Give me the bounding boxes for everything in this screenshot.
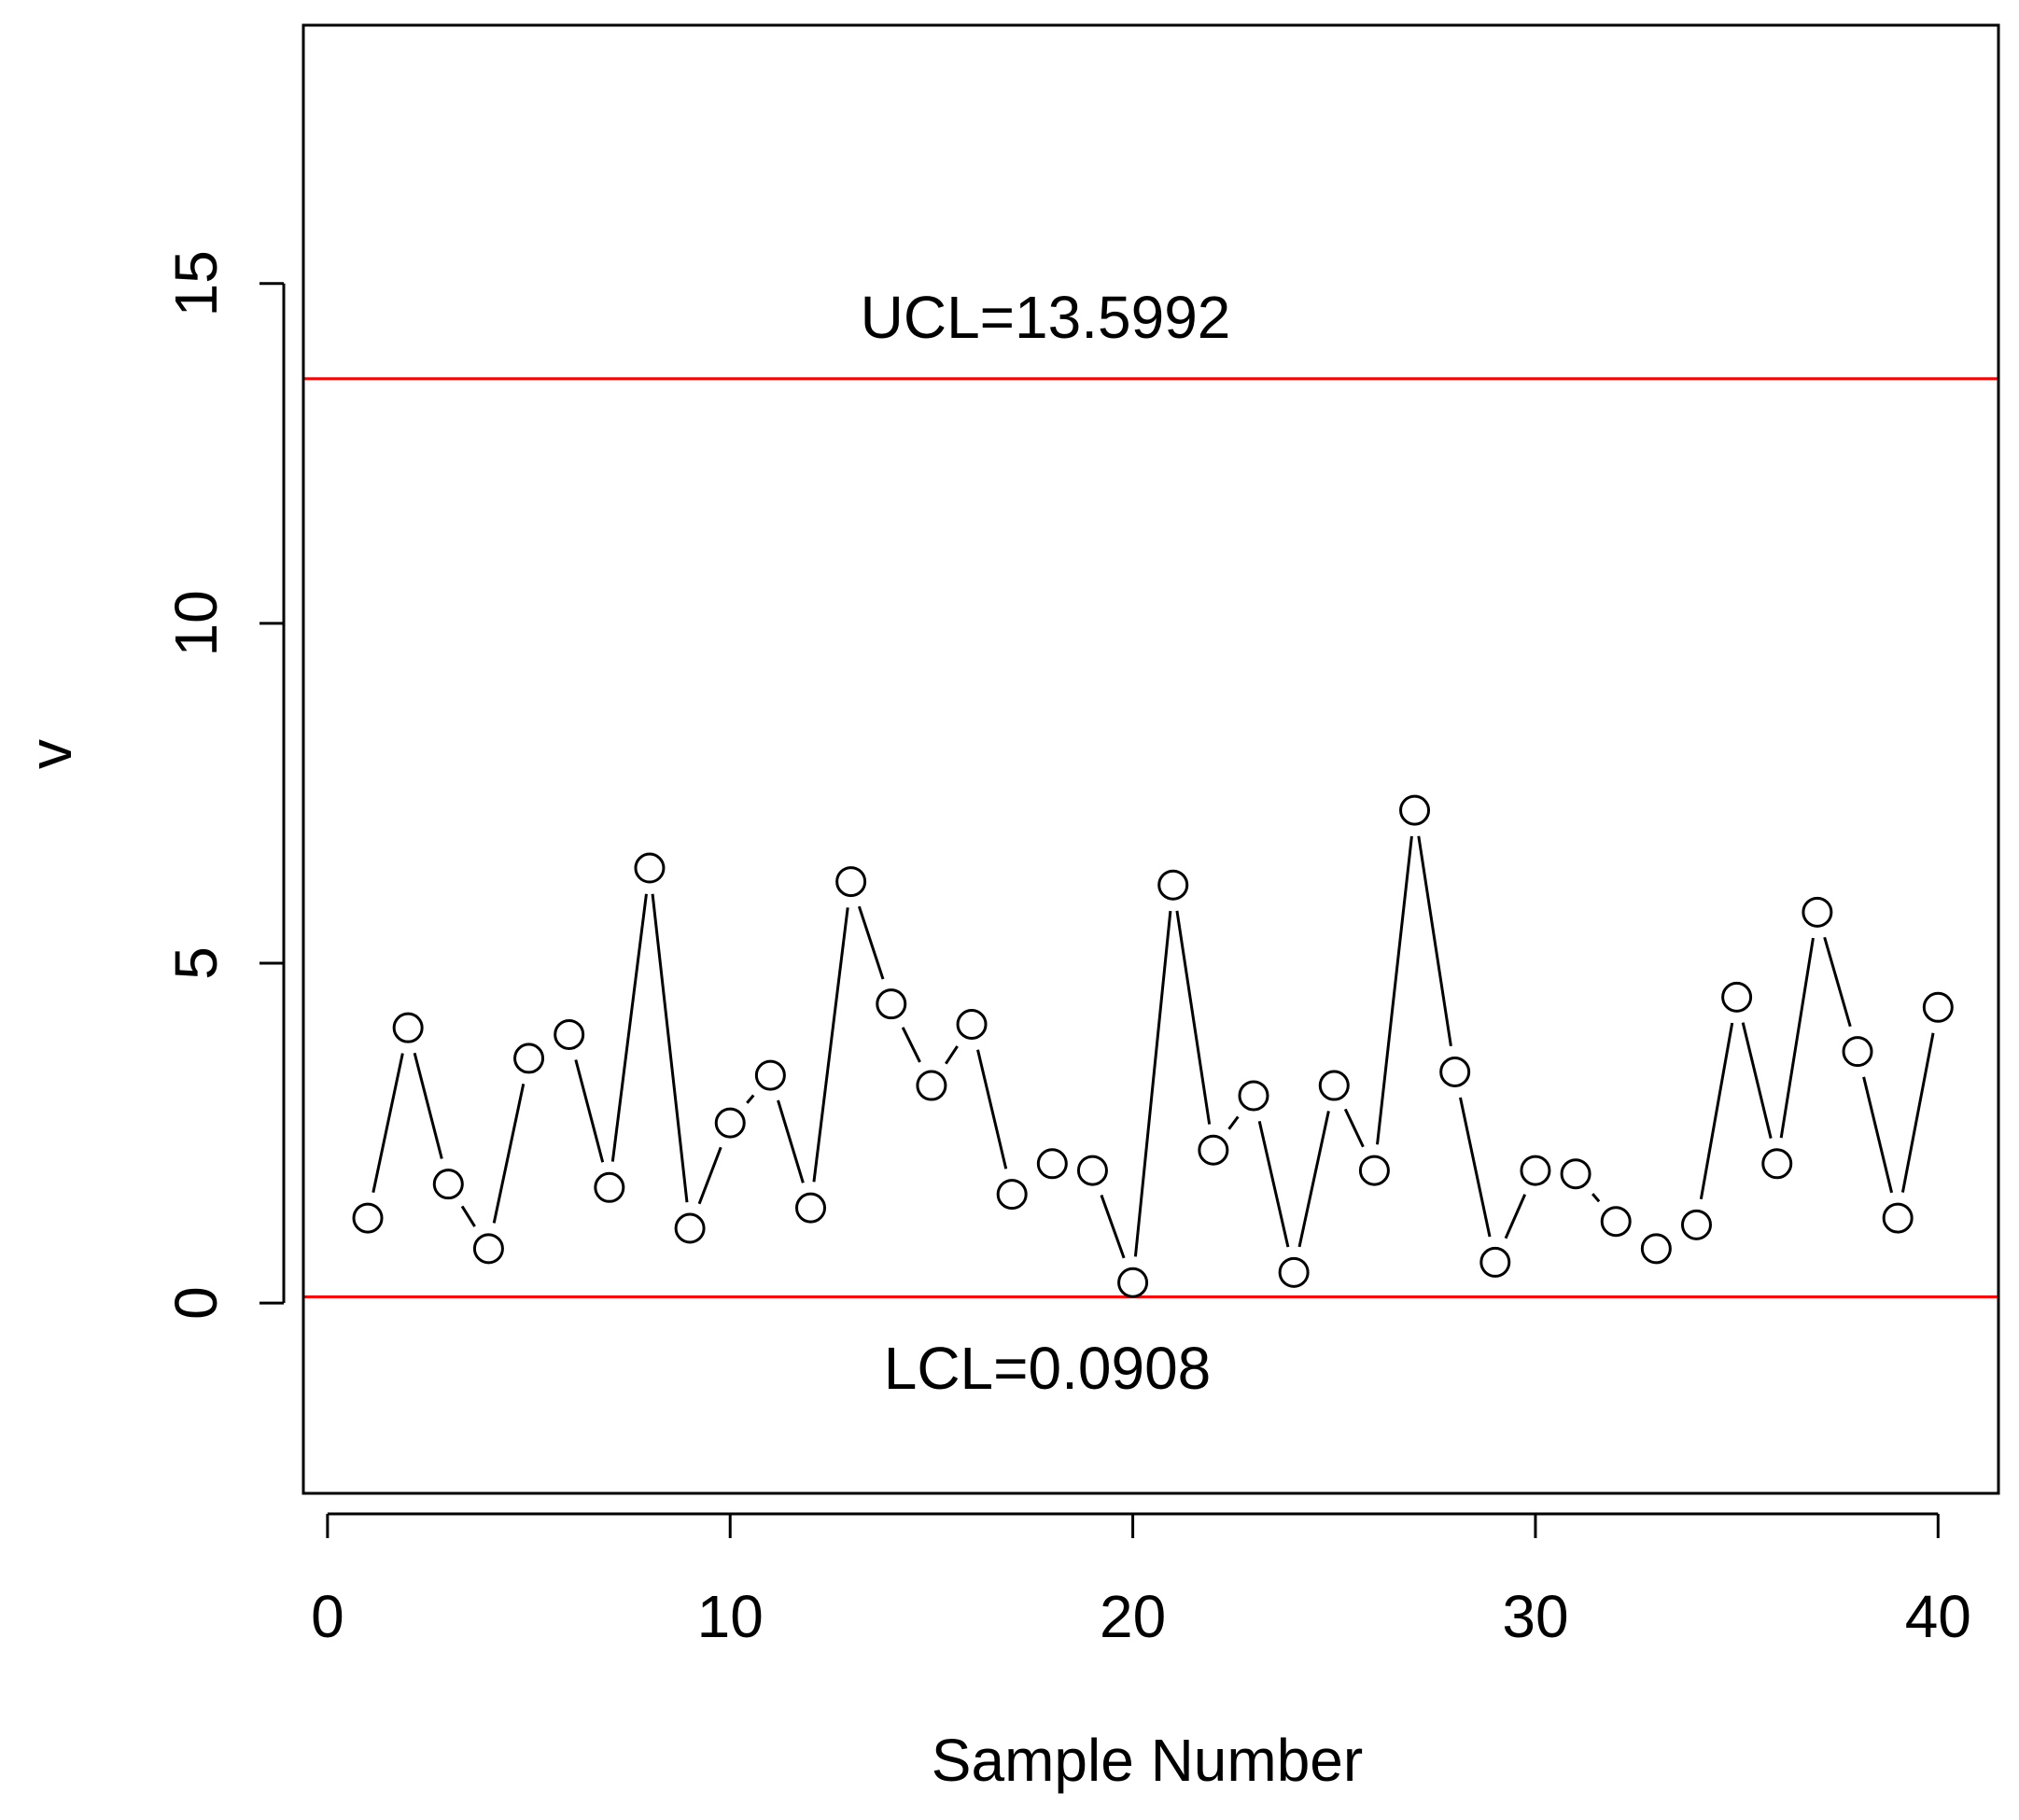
- y-tick-label: 15: [162, 250, 230, 316]
- data-point: [1600, 1206, 1632, 1238]
- series-segment: [1779, 937, 1815, 1139]
- data-point: [1842, 1036, 1873, 1068]
- data-point: [916, 1070, 947, 1101]
- series-segment: [1458, 1097, 1492, 1238]
- data-point: [795, 1192, 827, 1224]
- series-segment: [460, 1205, 476, 1227]
- control-lines: [303, 377, 1998, 1298]
- data-point: [554, 1018, 585, 1050]
- series-segment: [1100, 1194, 1126, 1259]
- series-segment: [1417, 835, 1452, 1047]
- data-point: [1157, 869, 1189, 901]
- data-point: [472, 1233, 504, 1265]
- series-segment: [1591, 1193, 1601, 1203]
- series-segment: [697, 1146, 722, 1205]
- data-point: [1278, 1256, 1310, 1288]
- data-point: [956, 1009, 988, 1041]
- series-segment: [1741, 1022, 1773, 1139]
- data-point: [1036, 1148, 1068, 1180]
- series-layer: [352, 794, 1954, 1298]
- series-segment: [1376, 835, 1413, 1145]
- plot-frame: [301, 23, 2000, 1495]
- x-tick-label: 20: [1100, 1583, 1166, 1650]
- data-point: [1479, 1246, 1511, 1278]
- series-segment: [1227, 1115, 1240, 1130]
- series-segment: [1699, 1022, 1734, 1200]
- series-segment: [610, 893, 648, 1162]
- data-point: [1076, 1155, 1108, 1186]
- series-segment: [1175, 910, 1212, 1125]
- data-point: [1399, 794, 1431, 826]
- data-point: [1680, 1209, 1712, 1240]
- data-point: [392, 1012, 424, 1043]
- data-point: [1520, 1155, 1551, 1186]
- series-segment: [777, 1099, 805, 1183]
- x-axis: 0 10 20 30 40: [311, 1512, 1971, 1650]
- series-segment: [812, 907, 849, 1183]
- data-point: [1560, 1158, 1591, 1190]
- data-point: [1318, 1070, 1350, 1101]
- series-segment: [574, 1059, 605, 1163]
- y-axis: 0 5 10 15: [162, 250, 286, 1320]
- series-segment: [945, 1045, 959, 1065]
- x-tick-label: 40: [1905, 1583, 1971, 1650]
- data-point: [714, 1107, 746, 1139]
- x-axis-title: Sample Number: [932, 1727, 1363, 1794]
- x-tick-label: 10: [697, 1583, 764, 1650]
- data-point: [1721, 981, 1753, 1013]
- series-segment: [1504, 1194, 1527, 1239]
- data-point: [513, 1043, 545, 1074]
- series-segment: [1343, 1108, 1365, 1148]
- x-tick-label: 30: [1502, 1583, 1568, 1650]
- x-tick-label: 0: [311, 1583, 344, 1650]
- y-tick-label: 0: [162, 1286, 230, 1320]
- data-point: [1640, 1233, 1672, 1265]
- data-point: [1802, 896, 1833, 928]
- data-point: [674, 1212, 706, 1244]
- data-point: [1238, 1080, 1269, 1112]
- data-point: [1117, 1267, 1149, 1298]
- data-point: [432, 1169, 464, 1200]
- data-point: [594, 1171, 625, 1203]
- data-point: [1922, 991, 1954, 1023]
- series-segment: [1823, 936, 1852, 1028]
- data-point: [996, 1179, 1028, 1211]
- data-point: [1439, 1056, 1471, 1087]
- y-tick-label: 5: [162, 946, 230, 980]
- y-tick-label: 10: [162, 590, 230, 656]
- y-axis-title: v: [17, 739, 84, 769]
- series-segment: [976, 1049, 1008, 1169]
- series-segment: [372, 1053, 404, 1193]
- series-segment: [1133, 910, 1172, 1257]
- series-segment: [1862, 1076, 1894, 1194]
- data-point: [876, 988, 907, 1020]
- series-segment: [901, 1027, 921, 1063]
- series-segment: [857, 905, 885, 980]
- ucl-label: UCL=13.5992: [861, 284, 1231, 351]
- data-point: [1761, 1148, 1793, 1180]
- series-segment: [492, 1084, 526, 1224]
- series-segment: [1900, 1032, 1935, 1193]
- data-point: [352, 1202, 384, 1234]
- lcl-label: LCL=0.0908: [884, 1335, 1212, 1402]
- data-point: [1198, 1134, 1229, 1166]
- data-point: [835, 866, 867, 898]
- data-point: [634, 852, 666, 884]
- series-segment: [1297, 1111, 1330, 1248]
- data-point: [1358, 1155, 1390, 1186]
- series-segment: [651, 893, 689, 1203]
- series-segment: [746, 1094, 755, 1104]
- data-point: [754, 1059, 786, 1091]
- data-point: [1882, 1202, 1914, 1234]
- series-segment: [413, 1052, 443, 1159]
- series-segment: [1257, 1120, 1290, 1248]
